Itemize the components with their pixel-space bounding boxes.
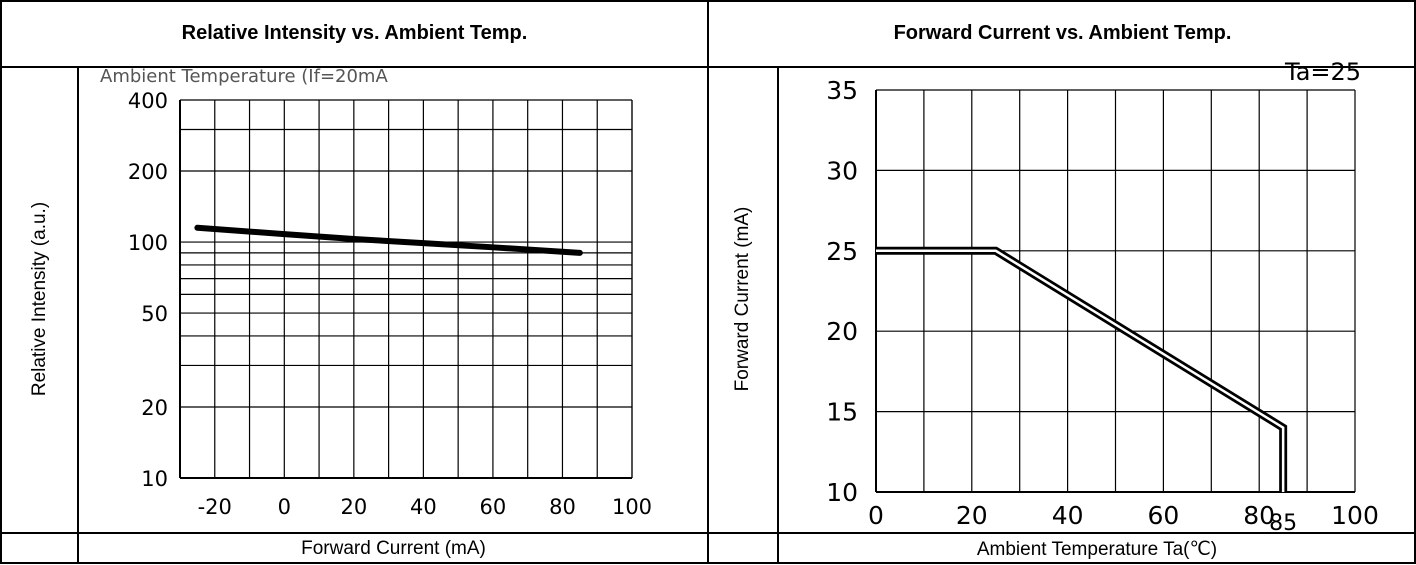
series-line [194,224,583,256]
x-tick-label: 80 [549,495,576,519]
y-tick-label: 25 [826,237,858,266]
left-x-axis-label: Forward Current (mA) [301,538,486,559]
y-tick-label: 20 [141,396,168,420]
x-tick-label: 60 [480,495,507,519]
x-tick-label: 60 [1147,501,1179,530]
y-tick-label: 100 [128,231,168,255]
x-tick-label: -20 [198,495,232,519]
x-tick-label: 0 [278,495,291,519]
series-line [876,246,1288,492]
x-tick-label: 20 [340,495,367,519]
y-tick-label: 50 [141,302,168,326]
x-tick-label: 40 [410,495,437,519]
y-tick-label: 400 [128,89,168,113]
x-tick-label: 40 [1052,501,1084,530]
series-line-inner [876,249,1285,492]
y-tick-label: 200 [128,160,168,184]
left-faint-header: Ambient Temperature (If=20mA [100,66,388,87]
y-tick-label: 20 [826,317,858,346]
y-tick-label: 30 [826,156,858,185]
right-corner-note: Ta=25 [1284,58,1361,86]
y-tick-label: 10 [826,478,858,507]
y-tick-label: 10 [141,467,168,491]
x-tick-label: 20 [956,501,988,530]
x-tick-label: 0 [868,501,884,530]
x-tick-label: 100 [1331,501,1379,530]
right-chart-title: Forward Current vs. Ambient Temp. [893,22,1232,44]
x-tick-label-85: 85 [1269,511,1297,536]
x-tick-label: 100 [612,495,652,519]
right-x-axis-label: Ambient Temperature Ta(℃) [976,538,1218,560]
y-tick-label: 35 [826,76,858,105]
x-tick-label: 80 [1243,501,1275,530]
y-tick-label: 15 [826,398,858,427]
left-chart-title: Relative Intensity vs. Ambient Temp. [181,22,528,44]
